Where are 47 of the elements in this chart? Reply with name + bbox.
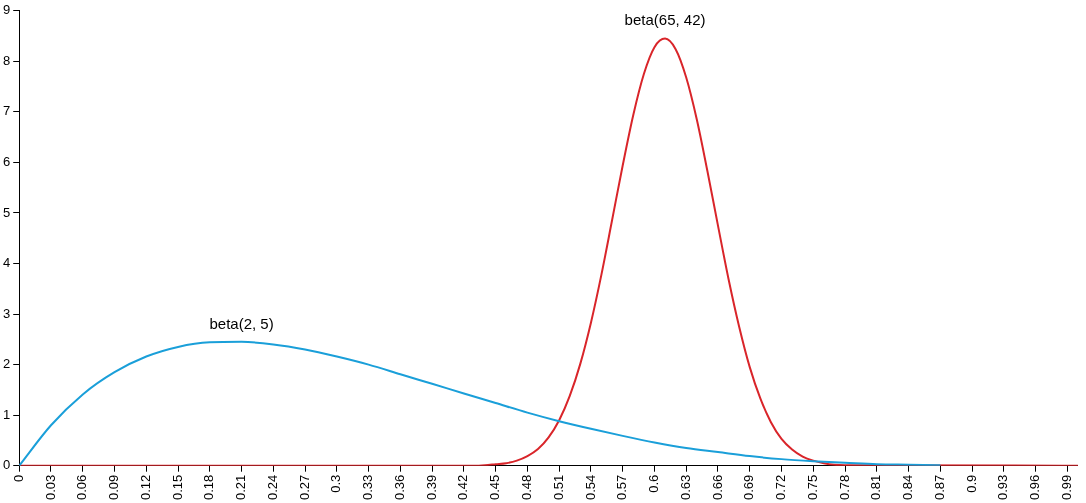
x-tick-label: 0.12: [137, 474, 153, 501]
x-tick-label: 0.36: [391, 474, 407, 501]
x-tick-label: 0.57: [614, 474, 630, 501]
x-tick-label: 0.93: [995, 474, 1011, 501]
y-tick-label: 3: [3, 305, 11, 321]
x-tick-label: 0.6: [646, 474, 662, 493]
y-tick-label: 8: [3, 52, 11, 68]
x-tick-label: 0.18: [201, 474, 217, 501]
x-tick-label: 0.84: [900, 474, 916, 501]
x-tick-label: 0.21: [233, 474, 249, 501]
y-tick-label: 6: [3, 154, 11, 170]
series-label: beta(65, 42): [624, 11, 706, 29]
x-tick-label: 0.48: [518, 474, 534, 501]
x-tick-label: 0.54: [582, 474, 598, 501]
x-tick-label: 0.15: [169, 474, 185, 501]
x-tick-label: 0.51: [550, 474, 566, 501]
y-tick-label: 9: [3, 2, 11, 18]
x-tick-label: 0.69: [741, 474, 757, 501]
x-tick-label: 0.78: [836, 474, 852, 501]
x-tick-label: 0.9: [963, 474, 979, 493]
series-label: beta(2, 5): [209, 314, 274, 332]
y-tick-label: 0: [3, 457, 11, 473]
x-tick-label: 0.27: [296, 474, 312, 501]
line-series: [19, 340, 942, 466]
x-tick-label: 0.39: [423, 474, 439, 501]
x-tick-label: 0.33: [360, 474, 376, 501]
y-tick-label: 2: [3, 356, 11, 372]
x-tick-label: 0.96: [1027, 474, 1043, 501]
x-tick-label: 0.45: [487, 474, 503, 501]
x-tick-label: 0.87: [931, 474, 947, 501]
x-tick-label: 0.99: [1058, 474, 1074, 501]
y-tick-label: 5: [3, 204, 11, 220]
x-tick-label: 0.3: [328, 474, 344, 493]
x-tick-label: 0.72: [773, 474, 789, 501]
x-tick-label: 0.42: [455, 474, 471, 501]
y-tick-label: 1: [3, 406, 11, 422]
x-tick-label: 0.81: [868, 474, 884, 501]
y-tick-label: 4: [3, 255, 11, 271]
y-tick-label: 7: [3, 103, 11, 119]
x-tick-label: 0.75: [804, 474, 820, 501]
x-tick-label: 0.03: [42, 474, 58, 501]
x-tick-label: 0: [10, 474, 26, 482]
x-tick-label: 0.66: [709, 474, 725, 501]
x-tick-label: 0.63: [677, 474, 693, 501]
x-tick-label: 0.24: [264, 474, 280, 501]
x-tick-label: 0.06: [74, 474, 90, 501]
x-tick-label: 0.09: [106, 474, 122, 501]
